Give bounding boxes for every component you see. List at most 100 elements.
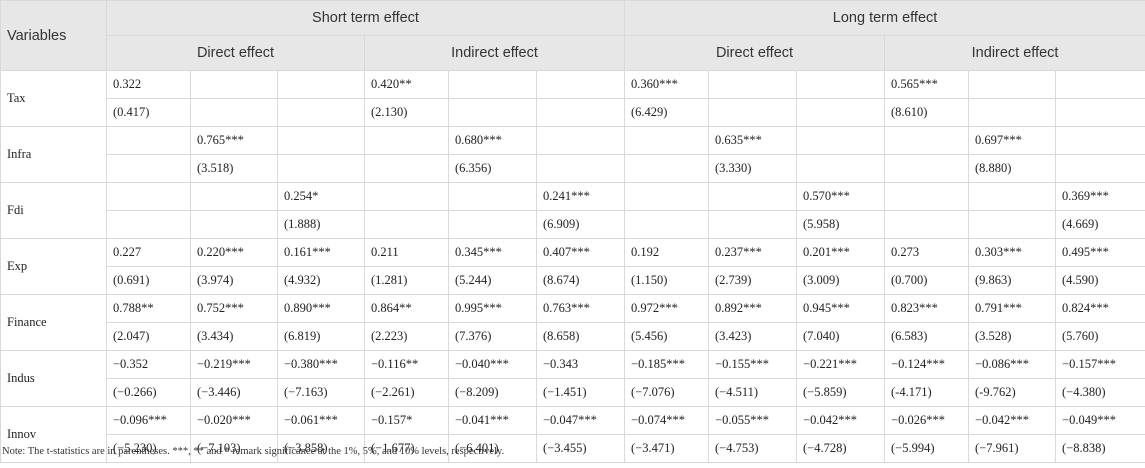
- t-statistic-cell: [535, 98, 626, 127]
- coefficient-cell: −0.352: [106, 350, 191, 379]
- coefficient-cell: 0.201***: [796, 238, 886, 267]
- coefficient-cell: [448, 182, 537, 211]
- t-statistic-cell: (−4.753): [708, 434, 798, 463]
- t-statistic-cell: (8.674): [535, 266, 626, 295]
- coefficient-cell: 0.192: [624, 238, 710, 267]
- t-statistic-cell: (8.880): [968, 154, 1057, 183]
- coefficient-cell: [796, 126, 886, 155]
- coefficient-cell: 0.765***: [190, 126, 278, 155]
- coefficient-cell: 0.697***: [968, 126, 1057, 155]
- coefficient-cell: 0.972***: [624, 294, 710, 323]
- coefficient-cell: −0.055***: [708, 406, 798, 435]
- coefficient-cell: [884, 126, 970, 155]
- coefficient-cell: 0.273: [884, 238, 970, 267]
- table-row: (−0.266) (−3.446) (−7.163) (−2.261) (−8.209)…: [1, 378, 1145, 407]
- coefficient-cell: [364, 126, 449, 155]
- t-statistic-cell: [708, 98, 798, 127]
- t-statistic-cell: (1.888): [277, 210, 365, 239]
- table-row: (0.417) (2.130) (6.429) (8.610): [1, 98, 1145, 127]
- t-statistic-cell: (8.610): [884, 98, 970, 127]
- t-statistic-cell: [1055, 154, 1145, 183]
- coefficient-cell: 0.890***: [277, 294, 365, 323]
- coefficient-cell: 0.788**: [106, 294, 191, 323]
- coefficient-cell: 0.635***: [708, 126, 798, 155]
- coefficient-cell: 0.345***: [448, 238, 537, 267]
- t-statistic-cell: (−0.266): [106, 378, 191, 407]
- coefficient-cell: 0.220***: [190, 238, 278, 267]
- t-statistic-cell: (1.281): [364, 266, 449, 295]
- t-statistic-cell: (5.958): [796, 210, 886, 239]
- coefficient-cell: [535, 126, 626, 155]
- coefficient-cell: 0.420**: [364, 70, 449, 99]
- t-statistic-cell: (−3.455): [535, 434, 626, 463]
- t-statistic-cell: (6.356): [448, 154, 537, 183]
- variable-name: Finance: [0, 294, 107, 351]
- coefficient-cell: 0.791***: [968, 294, 1057, 323]
- t-statistic-cell: (3.330): [708, 154, 798, 183]
- coefficient-cell: −0.074***: [624, 406, 710, 435]
- coefficient-cell: [448, 70, 537, 99]
- t-statistic-cell: [968, 98, 1057, 127]
- coefficient-cell: −0.049***: [1055, 406, 1145, 435]
- coefficient-cell: −0.041***: [448, 406, 537, 435]
- table-row: Innov −0.096*** −0.020*** −0.061*** −0.157* −…: [0, 406, 1145, 463]
- t-statistic-cell: [277, 154, 365, 183]
- coefficient-cell: −0.040***: [448, 350, 537, 379]
- coefficient-cell: −0.042***: [968, 406, 1057, 435]
- coefficient-cell: 0.892***: [708, 294, 798, 323]
- header-indirect-long: Indirect effect: [884, 35, 1145, 71]
- header-indirect-short: Indirect effect: [363, 35, 626, 71]
- coefficient-cell: −0.086***: [968, 350, 1057, 379]
- table-row: Fdi 0.254* 0.241*** 0.570*** 0.369***: [0, 182, 1145, 239]
- t-statistic-cell: (−3.858): [277, 434, 365, 463]
- table-note: Note: The t-statistics are in parenthese…: [2, 446, 505, 457]
- coefficient-cell: 0.495***: [1055, 238, 1145, 267]
- table-row: (0.691) (3.974) (4.932) (1.281) (5.244) (8.67…: [1, 266, 1145, 295]
- coefficient-cell: 0.237***: [708, 238, 798, 267]
- coefficient-cell: 0.322: [106, 70, 191, 99]
- variable-name: Infra: [0, 126, 107, 183]
- coefficient-cell: −0.343: [535, 350, 626, 379]
- table-row: Exp 0.227 0.220*** 0.161*** 0.211 0.345*** 0.4…: [0, 238, 1145, 295]
- table-row: (1.888) (6.909) (5.958) (4.669): [1, 210, 1145, 239]
- t-statistic-cell: (−8.209): [448, 378, 537, 407]
- t-statistic-cell: (3.009): [796, 266, 886, 295]
- t-statistic-cell: (6.429): [624, 98, 710, 127]
- coefficient-cell: −0.157*: [364, 406, 449, 435]
- table-body: Tax 0.322 0.420** 0.360*** 0.565*** (0.417) (2…: [0, 70, 1145, 463]
- table-row: (−5.230) (−7.103) (−3.858) (−1.677) (−6.401)…: [1, 434, 1145, 463]
- t-statistic-cell: (−4.511): [708, 378, 798, 407]
- coefficient-cell: −0.061***: [277, 406, 365, 435]
- coefficient-cell: −0.124***: [884, 350, 970, 379]
- coefficient-cell: −0.026***: [884, 406, 970, 435]
- t-statistic-cell: (2.223): [364, 322, 449, 351]
- header-short-term: Short term effect: [105, 0, 626, 36]
- coefficient-cell: 0.995***: [448, 294, 537, 323]
- coefficient-cell: [364, 182, 449, 211]
- t-statistic-cell: (6.819): [277, 322, 365, 351]
- coefficient-cell: −0.185***: [624, 350, 710, 379]
- coefficient-cell: −0.157***: [1055, 350, 1145, 379]
- t-statistic-cell: (3.434): [190, 322, 278, 351]
- coefficient-cell: 0.752***: [190, 294, 278, 323]
- coefficient-cell: 0.254*: [277, 182, 365, 211]
- t-statistic-cell: (−5.230): [106, 434, 191, 463]
- coefficient-cell: 0.161***: [277, 238, 365, 267]
- t-statistic-cell: (−4.380): [1055, 378, 1145, 407]
- t-statistic-cell: [535, 154, 626, 183]
- coefficient-cell: [277, 70, 365, 99]
- t-statistic-cell: (−7.961): [968, 434, 1057, 463]
- variable-name: Exp: [0, 238, 107, 295]
- t-statistic-cell: [624, 154, 710, 183]
- t-statistic-cell: (−4.728): [796, 434, 886, 463]
- header-long-term: Long term effect: [624, 0, 1145, 36]
- t-statistic-cell: (7.376): [448, 322, 537, 351]
- coefficient-cell: 0.211: [364, 238, 449, 267]
- t-statistic-cell: (2.739): [708, 266, 798, 295]
- t-statistic-cell: (6.583): [884, 322, 970, 351]
- t-statistic-cell: (9.863): [968, 266, 1057, 295]
- t-statistic-cell: [796, 154, 886, 183]
- t-statistic-cell: (−8.838): [1055, 434, 1145, 463]
- t-statistic-cell: [624, 210, 710, 239]
